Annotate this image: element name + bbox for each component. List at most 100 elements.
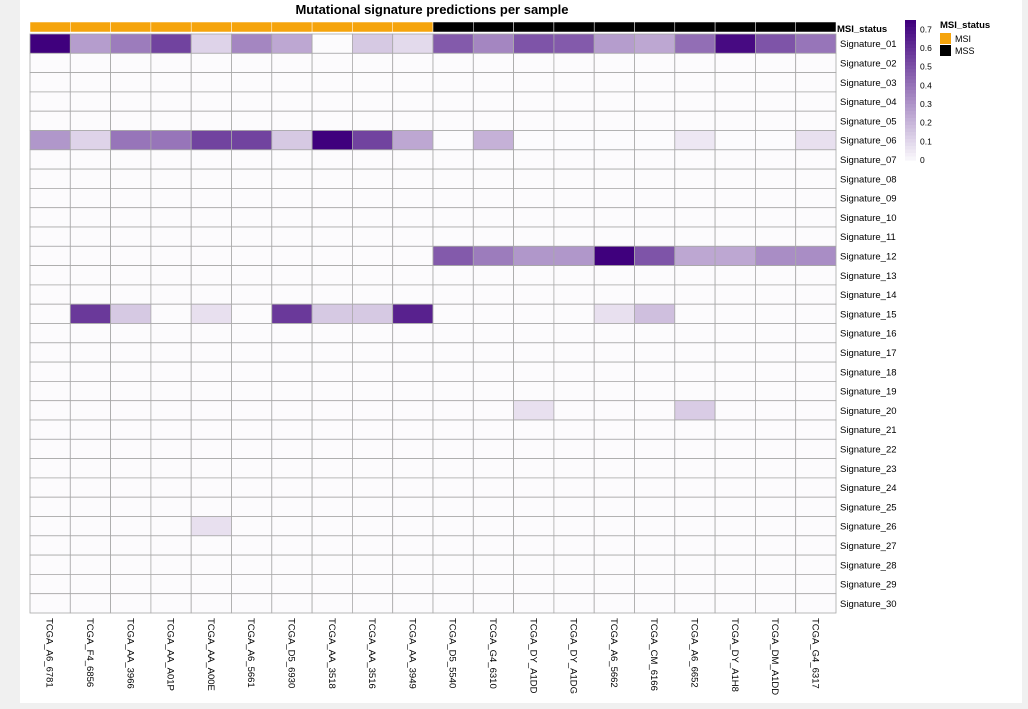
colorbar-segment [905,121,916,126]
heatmap-cell [472,438,514,459]
heatmap-cell [795,226,837,247]
heatmap-cell [392,361,434,382]
heatmap-cell [150,535,192,556]
heatmap-cell [513,52,555,73]
heatmap-cell [150,207,192,228]
heatmap-cell [271,52,313,73]
heatmap-cell [392,168,434,189]
heatmap-cell [150,323,192,344]
heatmap-cell [755,458,797,479]
heatmap-cell [110,593,152,614]
heatmap-cell [351,516,394,537]
heatmap-cell [795,516,837,537]
heatmap-cell [110,574,152,595]
signature-label: Signature_11 [840,232,896,243]
heatmap-cell [311,52,353,73]
colorbar-segment [905,41,916,46]
heatmap-cell [271,226,313,247]
annotation-cell-mss [755,21,796,33]
heatmap-cell [432,496,474,517]
heatmap-cell [231,168,273,189]
colorbar-segment [905,20,916,25]
heatmap-cell [29,419,71,440]
heatmap-cell [553,593,595,614]
heatmap-cell [190,72,232,93]
colorbar-segment [905,153,916,158]
heatmap-cell [593,245,635,267]
signature-labels: Signature_01 Signature_02 Signature_03 Sign… [840,39,897,610]
heatmap-cell [755,33,797,54]
heatmap-cell [190,496,232,517]
signature-label: Signature_04 [840,97,897,108]
heatmap-cell [795,535,837,556]
heatmap-cell [795,458,837,479]
signature-label: Signature_28 [840,560,897,571]
colorbar-tick-label: 0.3 [920,99,932,109]
heatmap-cell [714,168,756,189]
heatmap-cell [674,168,716,189]
chart-panel: Mutational signature predictions per sam… [20,0,1022,703]
colorbar-segment [905,76,916,81]
annotation-bar [29,21,837,33]
heatmap-cell [392,91,434,112]
heatmap-cell [553,438,595,459]
heatmap-cell [553,419,595,440]
heatmap-cell [634,419,676,440]
heatmap-cell [190,265,232,286]
colorbar-segment [905,72,916,77]
heatmap-cell [634,458,676,479]
heatmap-cell [190,52,232,73]
heatmap-cell [311,168,353,189]
heatmap-cell [755,554,797,575]
heatmap-cell [755,574,797,595]
heatmap-cell [271,593,313,614]
heatmap-cell [472,207,514,228]
heatmap-cell [392,380,434,402]
heatmap-cell [432,168,474,189]
signature-label: Signature_14 [840,290,897,301]
heatmap-cell [472,496,514,517]
heatmap-cell [634,265,676,286]
heatmap-cell [795,245,837,267]
heatmap-cell [110,110,152,131]
heatmap-cell [634,72,676,93]
heatmap-cell [795,361,837,382]
annotation-cell-msi [29,21,71,33]
sample-label: TCGA_AA_3966 [124,618,135,689]
heatmap-cell [593,303,635,324]
heatmap-cell [432,477,474,498]
heatmap-cell [69,554,111,575]
heatmap-cell [29,554,71,575]
heatmap-cell [392,438,434,459]
heatmap-cell [69,265,111,286]
heatmap-cell [190,226,232,247]
heatmap-cell [714,72,756,93]
heatmap-cell [513,303,555,324]
heatmap-cell [674,380,716,402]
heatmap-cell [231,593,273,614]
heatmap-cell [472,535,514,556]
colorbar-segment [905,62,916,67]
heatmap-cell [553,207,595,228]
heatmap-cell [69,187,111,209]
heatmap-cell [714,574,756,595]
heatmap-cell [271,342,313,363]
heatmap-cell [432,303,474,324]
heatmap-cell [271,323,313,344]
colorbar-segment [905,107,916,112]
heatmap-cell [311,226,353,247]
heatmap-cell [674,303,716,324]
heatmap-cell [190,245,232,267]
heatmap-cell [271,168,313,189]
heatmap-cell [755,245,797,267]
legend-title: MSI_status [940,20,990,31]
heatmap-cell [190,574,232,595]
heatmap-cell [634,168,676,189]
sample-label: TCGA_DY_A1DG [568,618,579,694]
heatmap-cell [472,361,514,382]
colorbar-segment [905,86,916,91]
heatmap-cell [110,226,152,247]
heatmap-cell [190,593,232,614]
heatmap-cell [513,91,555,112]
heatmap-cell [714,342,756,363]
